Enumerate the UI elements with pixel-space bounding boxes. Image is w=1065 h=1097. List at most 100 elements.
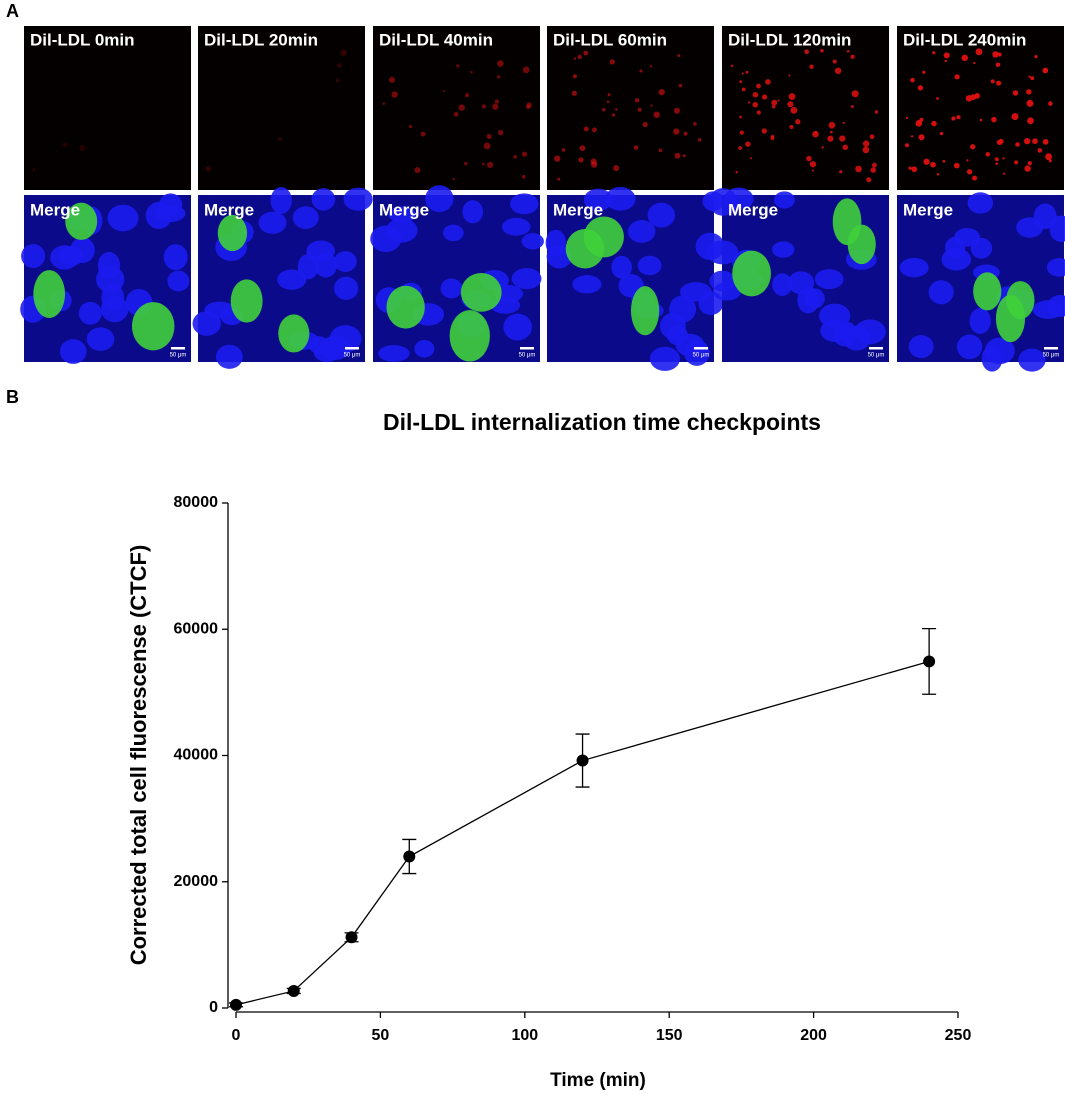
red-spot [452, 178, 455, 181]
red-spot [748, 101, 751, 104]
nucleus [712, 282, 742, 301]
scale-bar [694, 347, 708, 350]
red-spot [673, 107, 680, 114]
red-spot [693, 122, 697, 126]
nucleus [378, 345, 410, 362]
nucleus [333, 251, 357, 272]
red-spot [842, 144, 848, 151]
red-spot [966, 159, 969, 162]
red-spot [756, 83, 761, 89]
red-spot [918, 134, 925, 141]
red-spot [579, 145, 586, 152]
red-spot [615, 108, 618, 111]
red-spot [1011, 113, 1019, 121]
red-spot [911, 166, 918, 173]
red-spot [337, 63, 342, 68]
x-tick-label: 250 [945, 1027, 972, 1044]
nucleus [78, 301, 102, 325]
red-spot [554, 155, 561, 162]
data-point [230, 998, 242, 1011]
dil-image [198, 26, 365, 190]
nucleus [941, 248, 972, 271]
red-spot [752, 91, 759, 98]
nucleus [501, 217, 531, 236]
red-spot [464, 161, 468, 166]
red-spot [1027, 117, 1034, 125]
nucleus [583, 188, 613, 211]
red-spot [382, 102, 386, 105]
cell [583, 216, 624, 258]
red-spot [453, 111, 459, 117]
dil-image [547, 26, 714, 190]
red-spot [497, 60, 504, 67]
red-spot [923, 158, 930, 165]
red-spot [832, 59, 837, 64]
red-spot [922, 70, 926, 74]
red-spot [995, 162, 999, 165]
panel-label: B [6, 387, 19, 407]
nucleus [1032, 300, 1064, 319]
red-spot [408, 124, 413, 129]
red-spot [821, 146, 824, 149]
nucleus [270, 186, 292, 214]
red-spot [804, 49, 810, 55]
nucleus [216, 344, 243, 369]
image-label: Dil-LDL 240min [903, 30, 1026, 49]
red-spot [1003, 172, 1006, 175]
x-tick-label: 50 [372, 1027, 390, 1044]
red-spot [788, 74, 791, 77]
red-spot [571, 90, 577, 96]
cell [278, 314, 310, 353]
red-spot [905, 143, 910, 148]
red-spot [956, 115, 961, 120]
red-spot [492, 103, 499, 110]
red-spot [583, 126, 589, 132]
red-spot [850, 104, 854, 109]
nucleus [167, 270, 190, 292]
red-spot [834, 67, 842, 75]
red-spot [653, 111, 660, 118]
image-label: Dil-LDL 120min [728, 30, 851, 49]
red-spot [809, 161, 817, 168]
cell [973, 272, 1002, 311]
red-spot [487, 161, 494, 169]
nucleus [928, 280, 954, 305]
nucleus [787, 271, 815, 295]
red-spot [414, 167, 421, 174]
red-spot [827, 135, 834, 142]
red-spot [765, 79, 771, 85]
red-spot [739, 80, 743, 84]
red-spot [973, 61, 976, 65]
cell [732, 250, 771, 297]
red-spot [972, 175, 978, 181]
nucleus [956, 334, 983, 360]
red-spot [851, 90, 859, 98]
red-spot [1037, 148, 1043, 153]
red-spot [1015, 142, 1020, 147]
red-spot [592, 127, 597, 133]
image-label: Dil-LDL 40min [379, 30, 493, 49]
red-spot [795, 119, 801, 125]
red-spot [611, 113, 616, 117]
red-spot [866, 177, 872, 183]
nucleus [572, 275, 602, 294]
chart-title: Dil-LDL internalization time checkpoints [383, 409, 821, 435]
red-spot [939, 131, 944, 136]
nucleus [814, 269, 844, 290]
red-spot [578, 157, 584, 163]
dil-image [24, 26, 191, 190]
nucleus [854, 319, 886, 345]
red-spot [997, 52, 1002, 57]
image-label: Merge [30, 200, 80, 219]
cell [131, 302, 175, 351]
scale-bar [1044, 347, 1058, 350]
red-spot [789, 124, 794, 129]
scale-bar [520, 347, 534, 350]
red-spot [862, 140, 870, 147]
nucleus [96, 265, 125, 293]
red-spot [642, 121, 648, 128]
red-spot [1030, 76, 1035, 81]
red-spot [828, 121, 836, 129]
red-spot [526, 104, 531, 110]
red-spot [874, 110, 879, 114]
